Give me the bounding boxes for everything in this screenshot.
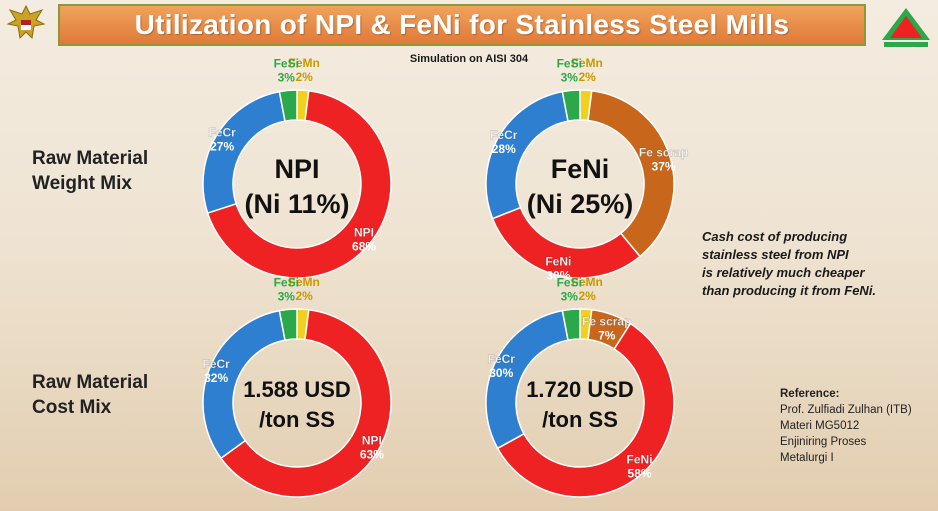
note-line: Cash cost of producing	[702, 229, 848, 244]
slice-name-label: FeMn	[571, 56, 602, 70]
row-label-weight-line-2: Weight Mix	[32, 173, 132, 194]
slice-name-label: Fe scrap	[582, 315, 631, 329]
slice-value-label: 30%	[546, 268, 570, 282]
note-line: is relatively much cheaper	[702, 265, 865, 280]
donut-center-sublabel: (Ni 25%)	[527, 189, 634, 219]
slice-value-label: 63%	[360, 447, 384, 461]
slice-name-label: FeCr	[488, 352, 516, 366]
donut-center-sublabel: /ton SS	[259, 407, 335, 432]
slice-name-label: FeCr	[202, 357, 230, 371]
slice-fe-scrap	[587, 89, 675, 258]
slice-value-label: 30%	[489, 366, 513, 380]
slice-value-label: 2%	[295, 289, 313, 303]
slice-value-label: 2%	[578, 70, 596, 84]
page-title: Utilization of NPI & FeNi for Stainless …	[134, 9, 790, 40]
reference-block: Reference: Prof. Zulfiadi Zulhan (ITB) M…	[780, 386, 912, 466]
slice-name-label: FeNi	[545, 254, 571, 268]
slice-value-label: 3%	[561, 290, 579, 304]
slice-value-label: 32%	[204, 371, 228, 385]
slice-fesi	[561, 308, 581, 342]
slice-name-label: FeSi	[557, 57, 582, 71]
slice-name-label: FeMn	[288, 275, 319, 289]
slice-value-label: 37%	[652, 160, 676, 174]
reference-title: Reference:	[780, 388, 840, 400]
donut-center-label: 1.588 USD	[243, 377, 351, 402]
donut-center-sublabel: /ton SS	[542, 407, 618, 432]
slice-npi	[219, 308, 392, 498]
donut-center-label: FeNi	[551, 154, 610, 184]
slice-name-label: FeCr	[490, 128, 518, 142]
slice-fesi	[278, 308, 298, 342]
slice-name-label: FeSi	[557, 276, 582, 290]
company-logo-icon	[882, 8, 930, 47]
chart-subtitle: Simulation on AISI 304	[409, 53, 529, 65]
slice-name-label: FeSi	[274, 276, 299, 290]
slice-name-label: NPI	[354, 225, 374, 239]
slice-npi	[206, 89, 392, 279]
slice-name-label: Fe scrap	[639, 146, 688, 160]
slice-feni	[496, 322, 675, 498]
row-label-cost-line-1: Raw Material	[32, 372, 149, 393]
row-label-cost: Raw Material Cost Mix	[32, 370, 148, 420]
slice-name-label: FeNi	[627, 452, 653, 466]
slice-name-label: NPI	[362, 433, 382, 447]
slice-value-label: 7%	[598, 329, 616, 343]
row-label-weight-line-1: Raw Material	[32, 148, 149, 169]
note-line: than producing it from FeNi.	[702, 283, 877, 298]
slice-value-label: 3%	[278, 290, 296, 304]
donut-center-label: 1.720 USD	[526, 377, 634, 402]
row-label-weight: Raw Material Weight Mix	[32, 146, 148, 196]
reference-line: Materi MG5012	[780, 420, 860, 432]
slice-value-label: 3%	[561, 71, 579, 85]
donut-center-label: NPI	[274, 154, 319, 184]
slice-value-label: 58%	[628, 466, 652, 480]
donut-center-sublabel: (Ni 11%)	[244, 189, 349, 219]
slice-value-label: 68%	[352, 239, 376, 253]
slice-fesi	[278, 89, 298, 123]
slice-value-label: 2%	[295, 70, 313, 84]
reference-line: Prof. Zulfiadi Zulhan (ITB)	[780, 404, 912, 416]
slice-name-label: FeMn	[571, 275, 602, 289]
title-banner: Utilization of NPI & FeNi for Stainless …	[58, 4, 866, 46]
reference-line: Enjiniring Proses	[780, 436, 867, 448]
row-label-cost-line-2: Cost Mix	[32, 397, 112, 418]
slice-value-label: 28%	[492, 142, 516, 156]
cost-note: Cash cost of producing stainless steel f…	[702, 228, 932, 300]
slice-value-label: 27%	[210, 140, 234, 154]
slice-name-label: FeMn	[288, 56, 319, 70]
slice-name-label: FeCr	[208, 126, 236, 140]
slice-value-label: 2%	[578, 289, 596, 303]
slice-name-label: FeSi	[274, 57, 299, 71]
note-line: stainless steel from NPI	[702, 247, 849, 262]
slice-value-label: 3%	[278, 71, 296, 85]
reference-line: Metalurgi I	[780, 452, 834, 464]
slice-fesi	[561, 89, 581, 123]
garuda-emblem-icon	[6, 4, 46, 40]
